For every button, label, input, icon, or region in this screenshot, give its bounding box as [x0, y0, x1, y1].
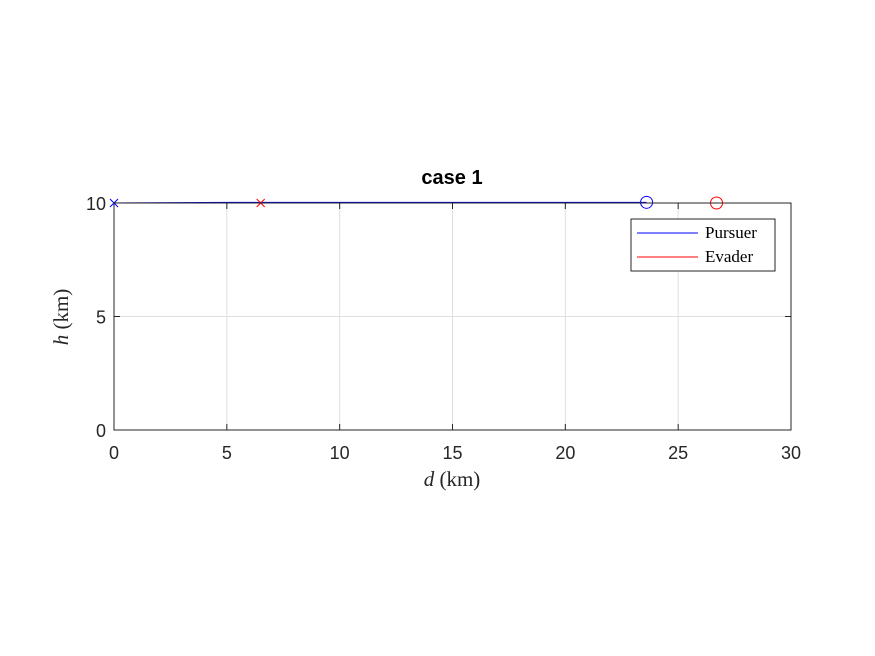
x-tick-label: 20: [555, 443, 575, 463]
legend-label-pursuer: Pursuer: [705, 223, 757, 242]
y-axis-var: h: [49, 335, 73, 346]
x-axis-unit: (km): [434, 467, 480, 491]
tick-labels: 0 5 10 15 20 25 30 0 5 10: [86, 194, 801, 463]
x-tick-label: 0: [109, 443, 119, 463]
x-tick-label: 10: [330, 443, 350, 463]
end-marker-pursuer: [640, 195, 654, 209]
series-line-pursuer: [113, 201, 647, 204]
x-tick-label: 25: [668, 443, 688, 463]
grid: [114, 203, 791, 430]
x-axis-var: d: [424, 467, 435, 491]
y-axis-label: h (km): [49, 289, 73, 346]
y-tick-label: 0: [96, 421, 106, 441]
y-tick-label: 5: [96, 308, 106, 328]
legend-box: [630, 218, 776, 272]
x-axis-label: d (km): [424, 467, 481, 491]
x-tick-label: 5: [222, 443, 232, 463]
y-tick-label: 10: [86, 194, 106, 214]
y-axis-unit: (km): [49, 289, 73, 335]
x-tick-label: 30: [781, 443, 801, 463]
legend: Pursuer Evader: [630, 218, 776, 272]
chart-title: case 1: [421, 167, 482, 189]
legend-label-evader: Evader: [705, 247, 753, 266]
ticks: [113, 202, 792, 431]
x-tick-label: 15: [442, 443, 462, 463]
